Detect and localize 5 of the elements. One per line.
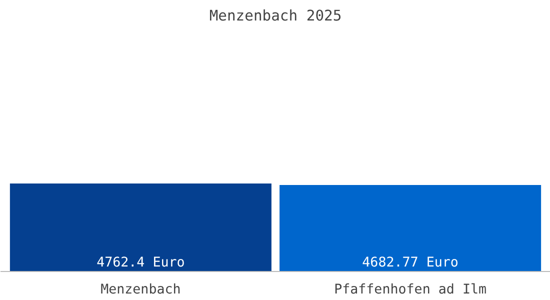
data-label: 4762.4 Euro xyxy=(96,256,185,270)
x-tick-label: Pfaffenhofen ad Ilm xyxy=(334,282,487,298)
chart-title: Menzenbach 2025 xyxy=(209,8,342,24)
data-label: 4682.77 Euro xyxy=(362,256,458,270)
x-tick-label: Menzenbach xyxy=(100,282,181,298)
